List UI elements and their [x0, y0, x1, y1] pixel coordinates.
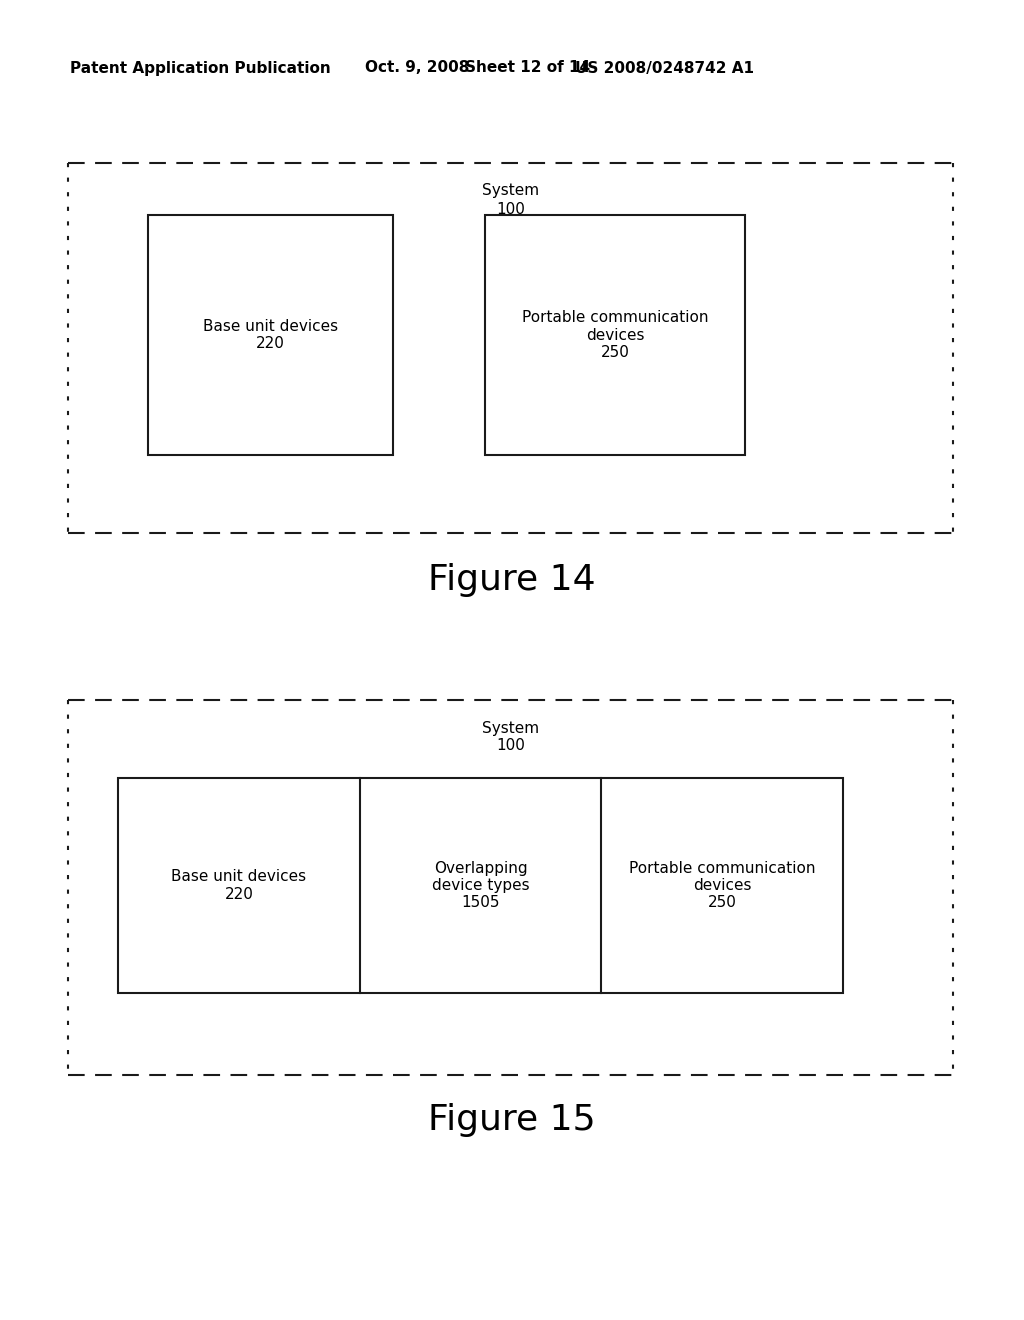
Text: Sheet 12 of 14: Sheet 12 of 14 [465, 61, 590, 75]
Text: Figure 14: Figure 14 [428, 564, 596, 597]
Text: Base unit devices
220: Base unit devices 220 [203, 319, 338, 351]
Text: Figure 15: Figure 15 [428, 1104, 596, 1137]
Text: Portable communication
devices
250: Portable communication devices 250 [629, 861, 815, 911]
Text: System: System [482, 183, 539, 198]
Text: 100: 100 [496, 202, 525, 216]
Text: Overlapping
device types
1505: Overlapping device types 1505 [432, 861, 529, 911]
Text: System: System [482, 721, 539, 735]
Text: Patent Application Publication: Patent Application Publication [70, 61, 331, 75]
Bar [118, 777, 843, 993]
Text: US 2008/0248742 A1: US 2008/0248742 A1 [575, 61, 754, 75]
Text: Oct. 9, 2008: Oct. 9, 2008 [365, 61, 469, 75]
Text: Base unit devices
220: Base unit devices 220 [171, 870, 306, 902]
Bar [148, 215, 393, 455]
Text: 100: 100 [496, 738, 525, 754]
Text: Portable communication
devices
250: Portable communication devices 250 [522, 310, 709, 360]
Bar [485, 215, 745, 455]
